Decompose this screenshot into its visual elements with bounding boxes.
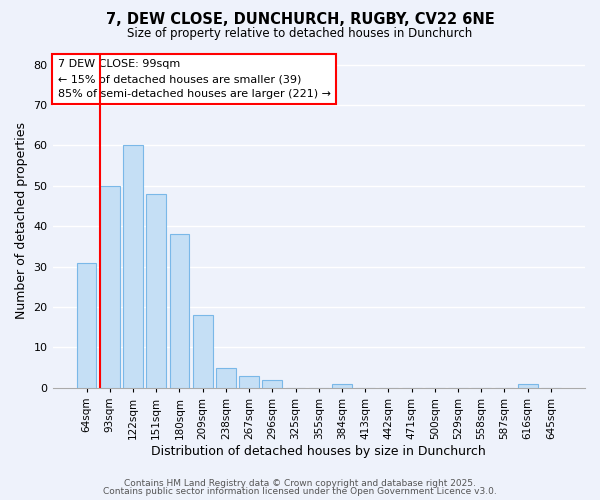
Text: 7, DEW CLOSE, DUNCHURCH, RUGBY, CV22 6NE: 7, DEW CLOSE, DUNCHURCH, RUGBY, CV22 6NE <box>106 12 494 28</box>
Bar <box>193 315 212 388</box>
Bar <box>170 234 190 388</box>
Bar <box>146 194 166 388</box>
Text: Contains public sector information licensed under the Open Government Licence v3: Contains public sector information licen… <box>103 487 497 496</box>
Bar <box>123 146 143 388</box>
Bar <box>216 368 236 388</box>
Bar <box>262 380 282 388</box>
Bar <box>518 384 538 388</box>
Text: Contains HM Land Registry data © Crown copyright and database right 2025.: Contains HM Land Registry data © Crown c… <box>124 478 476 488</box>
Bar <box>77 262 97 388</box>
Bar <box>239 376 259 388</box>
Text: Size of property relative to detached houses in Dunchurch: Size of property relative to detached ho… <box>127 28 473 40</box>
Bar <box>332 384 352 388</box>
Y-axis label: Number of detached properties: Number of detached properties <box>15 122 28 318</box>
X-axis label: Distribution of detached houses by size in Dunchurch: Distribution of detached houses by size … <box>151 444 486 458</box>
Bar <box>100 186 119 388</box>
Text: 7 DEW CLOSE: 99sqm
← 15% of detached houses are smaller (39)
85% of semi-detache: 7 DEW CLOSE: 99sqm ← 15% of detached hou… <box>58 59 331 99</box>
